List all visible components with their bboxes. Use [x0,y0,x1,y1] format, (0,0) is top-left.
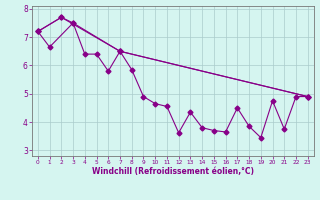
X-axis label: Windchill (Refroidissement éolien,°C): Windchill (Refroidissement éolien,°C) [92,167,254,176]
